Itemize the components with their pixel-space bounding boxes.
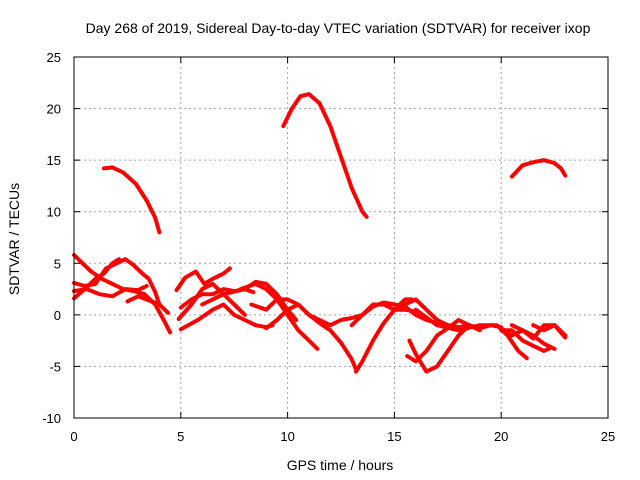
series-arc-10: [176, 281, 247, 321]
series-arc-26: [499, 328, 553, 353]
series-arc-8: [125, 294, 170, 315]
series-arc-19: [392, 297, 504, 331]
x-tick-label: 5: [177, 429, 184, 444]
plot-frame: [73, 56, 609, 419]
series-arc-12: [178, 302, 275, 332]
chart-title: Day 268 of 2019, Sidereal Day-to-day VTE…: [86, 20, 591, 36]
x-tick-label: 20: [494, 429, 508, 444]
y-tick-label: 25: [47, 50, 61, 65]
ticks: 0 5 10 15 20 25 -10 -5 0 5 10 15 20 25: [42, 50, 615, 444]
y-tick-label: -10: [42, 411, 61, 426]
series-arc-17: [354, 297, 414, 374]
x-tick-label: 10: [280, 429, 294, 444]
y-tick-label: 15: [47, 153, 61, 168]
series-arc-21: [405, 318, 472, 364]
y-tick-label: 20: [47, 102, 61, 117]
y-tick-label: 0: [54, 308, 61, 323]
series-arc-7: [72, 284, 149, 299]
x-axis-label: GPS time / hours: [287, 457, 394, 473]
y-tick-label: 5: [54, 256, 61, 271]
series-arc-16: [264, 302, 418, 331]
y-tick-label: 10: [47, 205, 61, 220]
series-arc-14: [238, 281, 320, 351]
series-arc-25: [531, 323, 568, 338]
x-tick-label: 0: [70, 429, 77, 444]
x-tick-label: 15: [387, 429, 401, 444]
y-axis-label: SDTVAR / TECUs: [6, 183, 22, 295]
series-layer: [72, 92, 568, 374]
y-tick-label: -5: [49, 359, 61, 374]
x-tick-label: 25: [601, 429, 615, 444]
series-arc-1: [101, 165, 162, 235]
series-arc-22: [413, 307, 529, 361]
series-arc-3: [509, 158, 568, 179]
series-arc-2: [281, 92, 369, 219]
series-arc-9: [174, 266, 232, 293]
series-arc-13: [200, 279, 299, 322]
